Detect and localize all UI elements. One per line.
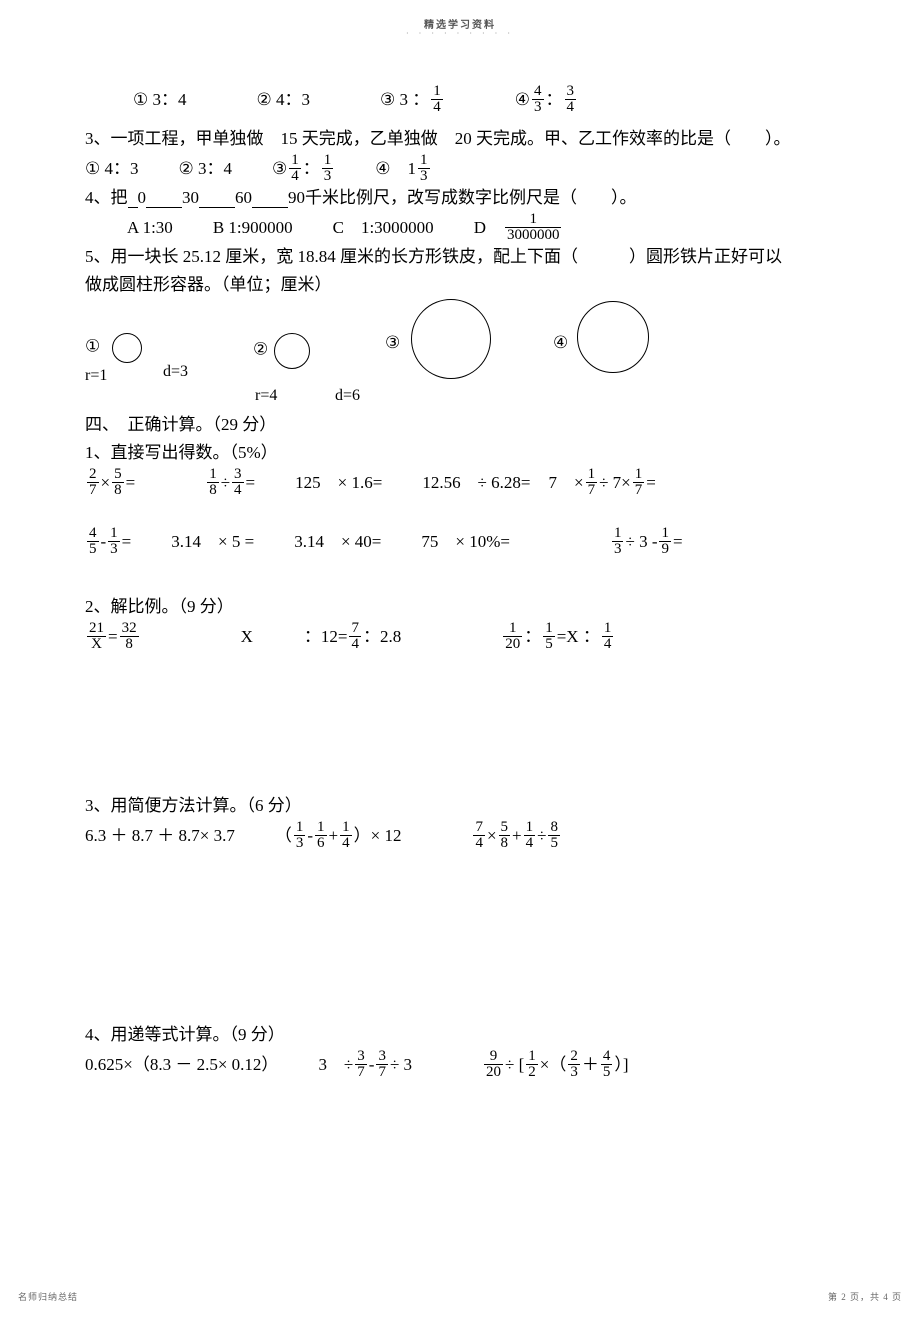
- q2-opt4-mid: ：: [546, 86, 563, 114]
- footer-left: 名师归纳总结: [18, 1290, 78, 1303]
- q2-opt4-f2: 3 4: [565, 84, 577, 115]
- q3-opt4-f: 1 3: [418, 153, 430, 184]
- circle-icon: [411, 299, 491, 379]
- q2-options: ① 3：4 ② 4：3 ③ 3 ： 1 4 ④ 4 3 ： 3 4: [85, 84, 845, 115]
- q3-text: 3、一项工程，甲单独做 15 天完成，乙单独做 20 天完成。甲、乙工作效率的比…: [85, 125, 845, 153]
- q5-r1: r=1: [85, 367, 142, 385]
- q5-l1: 5、用一块长 25.12 厘米，宽 18.84 厘米的长方形铁皮，配上下面（ ）…: [85, 243, 845, 271]
- q2-opt4-f1: 4 3: [532, 84, 544, 115]
- q4-optD-pre: D: [474, 214, 503, 242]
- q4-optD-frac: 1 3000000: [505, 212, 562, 243]
- q4-seg60: 60: [235, 184, 252, 212]
- q5-label1: ①: [85, 337, 100, 356]
- sec4-title: 四、 正确计算。（29 分）: [85, 411, 845, 439]
- q4-seg90: 90: [288, 184, 305, 212]
- sec4-p4: 4、用递等式计算。（9 分）: [85, 1021, 845, 1049]
- q5-label2: ②: [253, 340, 268, 359]
- q2-opt3-pre: ③ 3 ：: [380, 86, 429, 114]
- sec4-p3: 3、用简便方法计算。（6 分）: [85, 792, 845, 820]
- q4-optC: C 1:3000000: [333, 214, 434, 242]
- circle-icon: [577, 301, 649, 373]
- simp-row: 6.3 ＋ 8.7 ＋ 8.7× 3.7 （ 13 - 16 + 14 ）× 1…: [85, 820, 845, 851]
- q3-opt3-mid: ：: [303, 155, 320, 183]
- q4-optB: B 1:900000: [213, 214, 293, 242]
- rec-row: 0.625×（8.3 － 2.5× 0.12） 3 ÷ 37 - 37 ÷ 3 …: [85, 1049, 845, 1080]
- q4-seg30: 30: [182, 184, 199, 212]
- q3-opt3-f2: 1 3: [322, 153, 334, 184]
- q2-opt4-pre: ④: [515, 86, 530, 114]
- q3-opt1: ① 4：3: [85, 155, 139, 183]
- q2-opt1: ① 3：4: [133, 86, 187, 114]
- q5-circles: ① r=1 d=3 ② r=4 d=6 ③ ④: [85, 299, 845, 399]
- q3-opt2: ② 3：4: [179, 155, 233, 183]
- sec4-p2: 2、解比例。（9 分）: [85, 593, 845, 621]
- q5-label3: ③: [385, 333, 400, 352]
- q2-opt3-frac: 1 4: [431, 84, 443, 115]
- q4-pre: 4、把: [85, 184, 128, 212]
- q5-d3: d=3: [163, 363, 188, 381]
- q5-label4: ④: [553, 333, 568, 352]
- page-content: ① 3：4 ② 4：3 ③ 3 ： 1 4 ④ 4 3 ： 3 4 3、一项工程…: [85, 16, 845, 1080]
- calc-row1: 27 × 58 = 18 ÷ 34 = 125 × 1.6= 12.56 ÷ 6…: [85, 467, 845, 498]
- q5-d6: d=6: [335, 387, 360, 405]
- q3-options: ① 4：3 ② 3：4 ③ 1 4 ： 1 3 ④ 1 1 3: [85, 153, 845, 184]
- q4-seg0: 0: [138, 184, 147, 212]
- q2-opt2: ② 4：3: [257, 86, 311, 114]
- footer-right: 第 2 页，共 4 页: [828, 1290, 902, 1303]
- sec4-p1: 1、直接写出得数。（5%）: [85, 439, 845, 467]
- q5-r4: r=4: [255, 387, 277, 405]
- circle-icon: [112, 333, 142, 363]
- circle-icon: [274, 333, 310, 369]
- q4-options: A 1:30 B 1:900000 C 1:3000000 D 1 300000…: [85, 212, 845, 243]
- q3-opt3-f1: 1 4: [289, 153, 301, 184]
- q3-opt4-pre: ④ 1: [375, 155, 416, 183]
- q5-l2: 做成圆柱形容器。（单位；厘米）: [85, 271, 845, 299]
- prop-row: 21X = 328 X ：12= 74 ：2.8 120 ： 15 =X ： 1…: [85, 621, 845, 652]
- q4-post: 千米比例尺，改写成数字比例尺是（ ）。: [305, 184, 637, 212]
- calc-row2: 45 - 13 = 3.14 × 5 = 3.14 × 40= 75 × 10%…: [85, 526, 845, 557]
- q4-line: 4、把 0 30 60 90 千米比例尺，改写成数字比例尺是（ ）。: [85, 184, 845, 212]
- q4-optA: A 1:30: [127, 214, 173, 242]
- q3-opt3-pre: ③: [272, 155, 287, 183]
